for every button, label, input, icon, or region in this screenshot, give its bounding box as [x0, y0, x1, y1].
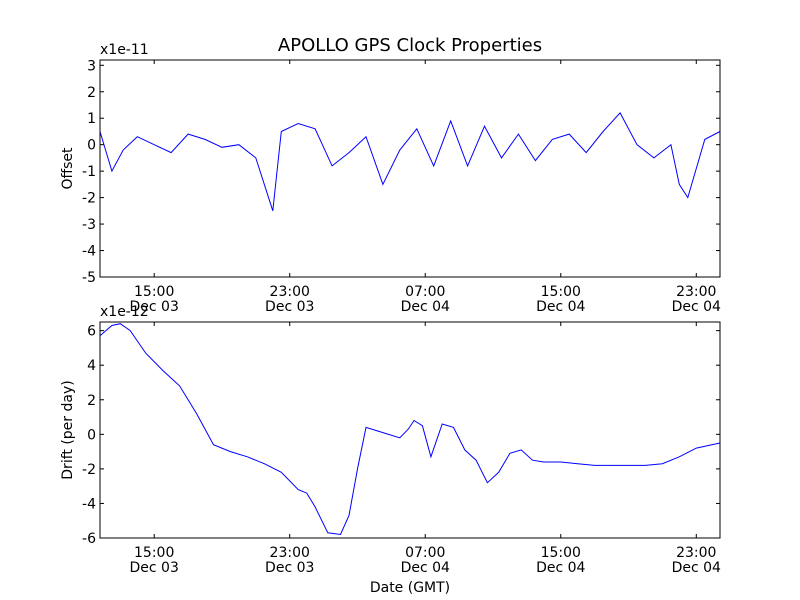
offset-xtick-label-time: 15:00: [134, 284, 174, 300]
offset-ytick-label: 2: [87, 85, 96, 101]
offset-xtick-label-date: Dec 04: [536, 299, 585, 315]
drift-ytick-label: -6: [82, 531, 96, 547]
offset-xtick-label-date: Dec 04: [401, 299, 450, 315]
drift-ytick-label: 2: [87, 393, 96, 409]
offset-xtick-label-time: 15:00: [541, 284, 581, 300]
drift-ytick-label: 4: [87, 358, 96, 374]
drift-xtick-label-date: Dec 04: [672, 560, 721, 576]
offset-xtick-label-date: Dec 04: [672, 299, 721, 315]
drift-ytick-label: -2: [82, 462, 96, 478]
drift-xtick-label-time: 23:00: [270, 545, 310, 561]
x-axis-title: Date (GMT): [370, 580, 450, 596]
offset-series-line: [99, 112, 721, 211]
drift-xtick-label-time: 07:00: [405, 545, 445, 561]
offset-axes-frame: [99, 59, 721, 278]
drift-axes-frame: [99, 321, 721, 539]
drift-series-line: [99, 323, 721, 536]
offset-xtick-label-time: 23:00: [270, 284, 310, 300]
drift-ytick-label: 6: [87, 324, 96, 340]
offset-xtick-label-date: Dec 03: [130, 299, 179, 315]
drift-ylabel: Drift (per day): [60, 380, 76, 479]
drift-xtick-label-date: Dec 04: [536, 560, 585, 576]
drift-xtick-label-time: 15:00: [134, 545, 174, 561]
offset-ytick-label: -5: [82, 270, 96, 286]
offset-xtick-label-time: 23:00: [676, 284, 716, 300]
offset-offset-text: x1e-11: [100, 42, 149, 58]
offset-ytick-label: -2: [82, 191, 96, 207]
offset-ytick-label: -1: [82, 164, 96, 180]
drift-xtick-label-time: 15:00: [541, 545, 581, 561]
drift-xtick-label-time: 23:00: [676, 545, 716, 561]
offset-ytick-label: -4: [82, 244, 96, 260]
drift-xtick-label-date: Dec 03: [130, 560, 179, 576]
drift-ytick-label: 0: [87, 427, 96, 443]
drift-ytick-label: -4: [82, 496, 96, 512]
offset-ytick-label: 1: [87, 111, 96, 127]
offset-xtick-label-date: Dec 03: [265, 299, 314, 315]
offset-ytick-label: 0: [87, 138, 96, 154]
offset-ytick-label: -3: [82, 217, 96, 233]
offset-xtick-label-time: 07:00: [405, 284, 445, 300]
offset-ylabel: Offset: [60, 147, 76, 190]
figure-title: APOLLO GPS Clock Properties: [278, 35, 542, 56]
offset-ytick-label: 3: [87, 58, 96, 74]
drift-xtick-label-date: Dec 04: [401, 560, 450, 576]
drift-offset-text: x1e-12: [100, 304, 149, 320]
drift-xtick-label-date: Dec 03: [265, 560, 314, 576]
